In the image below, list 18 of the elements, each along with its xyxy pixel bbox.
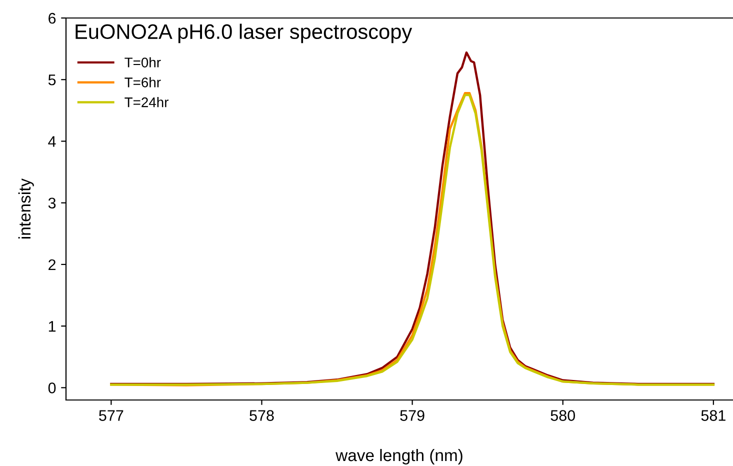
x-tick-label: 577	[99, 410, 124, 421]
x-axis-title: wave length (nm)	[336, 448, 462, 464]
y-tick-label: 2	[48, 259, 56, 270]
x-tick-label: 581	[701, 410, 726, 421]
x-tick-label: 579	[400, 410, 424, 421]
y-tick-label: 0	[48, 382, 56, 394]
x-tick-label: 580	[550, 410, 576, 421]
y-tick-label: 4	[48, 136, 56, 147]
x-tick-label: 578	[250, 410, 274, 421]
chart-title: EuONO2A pH6.0 laser spectroscopy	[76, 24, 412, 44]
y-tick-label: 1	[48, 321, 56, 332]
legend-label: T=0hr	[124, 57, 161, 68]
y-tick-label: 5	[48, 74, 56, 86]
legend-label: T=6hr	[124, 77, 161, 88]
y-tick-label: 6	[48, 12, 56, 24]
legend-label: T=24hr	[124, 97, 168, 108]
y-tick-label: 3	[48, 198, 56, 209]
y-axis-title: intensity	[18, 178, 34, 238]
